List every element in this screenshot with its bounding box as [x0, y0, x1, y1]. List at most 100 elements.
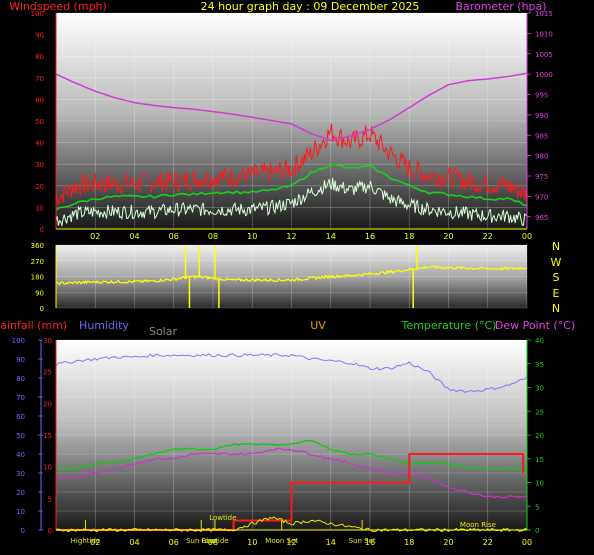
wind-y-tick: 90	[35, 32, 44, 40]
temp-y-tick: 10	[535, 480, 544, 488]
baro-y-tick: 970	[535, 193, 548, 201]
rain-y-tick: 20	[43, 400, 52, 408]
compass-s: S	[553, 271, 560, 284]
rain-y-tick: 10	[43, 464, 52, 472]
humidity-y-tick: 100	[12, 337, 25, 345]
dew-point-line	[55, 447, 528, 499]
wind-x-tick: 04	[129, 232, 139, 241]
wind-y-tick: 50	[35, 118, 44, 126]
atmo-x-tick: 08	[208, 538, 218, 547]
wind-y-tick: 60	[35, 96, 44, 104]
temp-y-tick: 20	[535, 432, 544, 440]
wind-y-tick: 40	[35, 140, 44, 148]
chart-title: 24 hour graph day : 09 December 2025	[201, 0, 420, 13]
dir-y-tick: 270	[31, 258, 44, 266]
humidity-y-tick: 40	[16, 451, 25, 459]
rain-y-tick: 5	[48, 495, 52, 503]
atmo-x-tick: 12	[286, 538, 296, 547]
rain-y-tick: 0	[48, 527, 52, 535]
wind-y-tick: 20	[35, 183, 44, 191]
direction-panel-bg	[56, 245, 527, 308]
atmo-x-tick: 04	[129, 538, 139, 547]
dir-y-tick: 360	[31, 242, 44, 250]
humidity-y-tick: 0	[21, 527, 25, 535]
temp-y-tick: 5	[535, 503, 539, 511]
annotation-label: Moon Rise	[460, 521, 496, 529]
compass-e: E	[553, 287, 560, 300]
wind-y-tick: 0	[40, 226, 44, 234]
legend-uv: UV	[310, 319, 326, 332]
wind-x-tick: 20	[443, 232, 453, 241]
humidity-y-tick: 50	[16, 432, 25, 440]
wind-y-tick: 70	[35, 75, 44, 83]
baro-y-tick: 1015	[535, 10, 553, 18]
dir-y-tick: 180	[31, 274, 44, 282]
wind-x-tick: 00	[522, 232, 532, 241]
legend-humidity: Humidity	[79, 319, 129, 332]
wind-x-tick: 18	[404, 232, 414, 241]
temperature-line	[55, 439, 528, 470]
wind-x-tick: 12	[286, 232, 296, 241]
humidity-line	[55, 353, 528, 393]
atmo-x-tick: 10	[247, 538, 257, 547]
baro-y-tick: 965	[535, 214, 548, 222]
humidity-y-tick: 10	[16, 508, 25, 516]
windspeed-axis-title: Windspeed (mph)	[9, 0, 107, 13]
solar-line	[55, 516, 528, 533]
atmo-x-tick: 20	[443, 538, 453, 547]
compass-n-bottom: N	[552, 302, 560, 315]
annotation-label: Lowtide	[209, 514, 236, 522]
legend-dew-point: Dew Point (°C)	[495, 319, 575, 332]
barometer-line	[55, 72, 528, 141]
annotation-label: Sun Set	[349, 537, 376, 545]
temp-y-tick: 0	[535, 527, 539, 535]
baro-y-tick: 1000	[535, 71, 553, 79]
wind-y-tick: 80	[35, 53, 44, 61]
wind-panel-bg	[56, 13, 527, 229]
temp-y-tick: 40	[535, 337, 544, 345]
humidity-y-tick: 80	[16, 375, 25, 383]
compass-w: W	[551, 256, 562, 269]
wind-x-tick: 02	[90, 232, 100, 241]
wind-y-tick: 10	[35, 204, 44, 212]
wind-x-tick: 08	[208, 232, 218, 241]
wind-average-line	[55, 163, 528, 211]
compass-n-top: N	[552, 240, 560, 253]
atmo-x-tick: 06	[169, 538, 179, 547]
dir-y-tick: 90	[35, 289, 44, 297]
barometer-axis-title: Barometer (hpa)	[455, 0, 546, 13]
wind-x-tick: 06	[169, 232, 179, 241]
rain-y-tick: 25	[43, 369, 52, 377]
wind-x-tick: 16	[365, 232, 375, 241]
temp-y-tick: 25	[535, 408, 544, 416]
atmo-x-tick: 22	[483, 538, 493, 547]
baro-y-tick: 985	[535, 132, 548, 140]
dir-y-tick: 0	[40, 305, 44, 313]
wind-x-tick: 14	[326, 232, 336, 241]
rain-y-tick: 30	[43, 337, 52, 345]
atmo-x-tick: 00	[522, 538, 532, 547]
temp-y-tick: 30	[535, 385, 544, 393]
rainfall-line	[56, 453, 525, 531]
temp-y-tick: 35	[535, 361, 544, 369]
atmo-x-tick: 18	[404, 538, 414, 547]
wind-x-tick: 10	[247, 232, 257, 241]
wind-gust-line	[55, 123, 528, 206]
humidity-y-tick: 20	[16, 489, 25, 497]
humidity-y-tick: 30	[16, 470, 25, 478]
humidity-y-tick: 60	[16, 413, 25, 421]
rain-y-tick: 15	[43, 432, 52, 440]
humidity-y-tick: 90	[16, 356, 25, 364]
atmo-x-tick: 02	[90, 538, 100, 547]
legend-temperature: Temperature (°C)	[401, 319, 497, 332]
annotation-label: Sun Rise	[186, 537, 216, 545]
atmo-x-tick: 14	[326, 538, 336, 547]
wind-low-line	[55, 177, 528, 228]
baro-y-tick: 980	[535, 153, 548, 161]
wind-y-tick: 100	[31, 10, 44, 18]
baro-y-tick: 1010	[535, 30, 553, 38]
annotation-label: Lowtide	[201, 537, 228, 545]
annotation-label: Moon Set	[265, 537, 298, 545]
atmo-x-tick: 16	[365, 538, 375, 547]
